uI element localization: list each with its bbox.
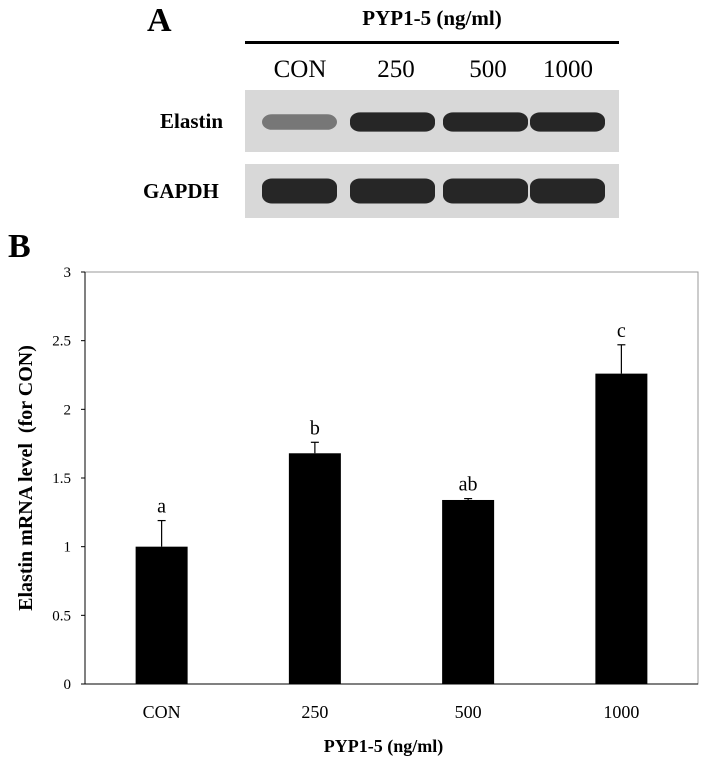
blot-band-gapdh-250	[350, 178, 435, 204]
significance-letter-con: a	[157, 496, 166, 518]
blot-row-label-gapdh: GAPDH	[143, 179, 219, 203]
bar-500	[442, 499, 495, 684]
bar-con	[135, 546, 188, 684]
y-tick-label: 1.5	[52, 471, 71, 487]
y-axis-title: Elastin mRNA level (for CON)	[15, 345, 37, 611]
blot-lane-label-500: 500	[469, 56, 507, 83]
blot-treatment-rule	[245, 41, 619, 44]
y-tick-label: 2	[64, 402, 72, 418]
blot-lane-label-con: CON	[273, 56, 327, 83]
panel-b-label: B	[8, 228, 31, 265]
blot-band-elastin-250	[350, 112, 435, 132]
x-tick-label-250: 250	[301, 702, 328, 722]
blot-band-elastin-con	[262, 114, 337, 130]
x-tick-label-con: CON	[143, 702, 181, 722]
blot-lane-label-1000: 1000	[543, 56, 593, 83]
blot-row-label-elastin: Elastin	[160, 109, 224, 133]
blot-band-elastin-1000	[530, 112, 605, 132]
blot-band-elastin-500	[443, 112, 528, 132]
blot-treatment-title: PYP1-5 (ng/ml)	[362, 6, 502, 30]
significance-letter-250: b	[310, 417, 320, 439]
blot-band-gapdh-con	[262, 178, 337, 204]
y-tick-label: 2.5	[52, 334, 71, 350]
y-tick-label: 3	[64, 265, 72, 281]
panel-a-label: A	[147, 2, 172, 39]
significance-letter-500: ab	[459, 474, 478, 496]
x-tick-label-1000: 1000	[603, 702, 639, 722]
x-axis-title: PYP1-5 (ng/ml)	[324, 736, 443, 757]
bar-1000	[595, 373, 648, 684]
x-tick-label-500: 500	[455, 702, 482, 722]
y-tick-label: 1	[64, 540, 72, 556]
western-blot-image	[245, 90, 619, 218]
significance-letter-1000: c	[617, 320, 626, 342]
blot-band-gapdh-1000	[530, 178, 605, 204]
y-tick-label: 0.5	[52, 608, 71, 624]
bar-250	[288, 453, 341, 684]
blot-lane-label-250: 250	[377, 56, 415, 83]
y-tick-label: 0	[64, 677, 72, 693]
blot-band-gapdh-500	[443, 178, 528, 204]
